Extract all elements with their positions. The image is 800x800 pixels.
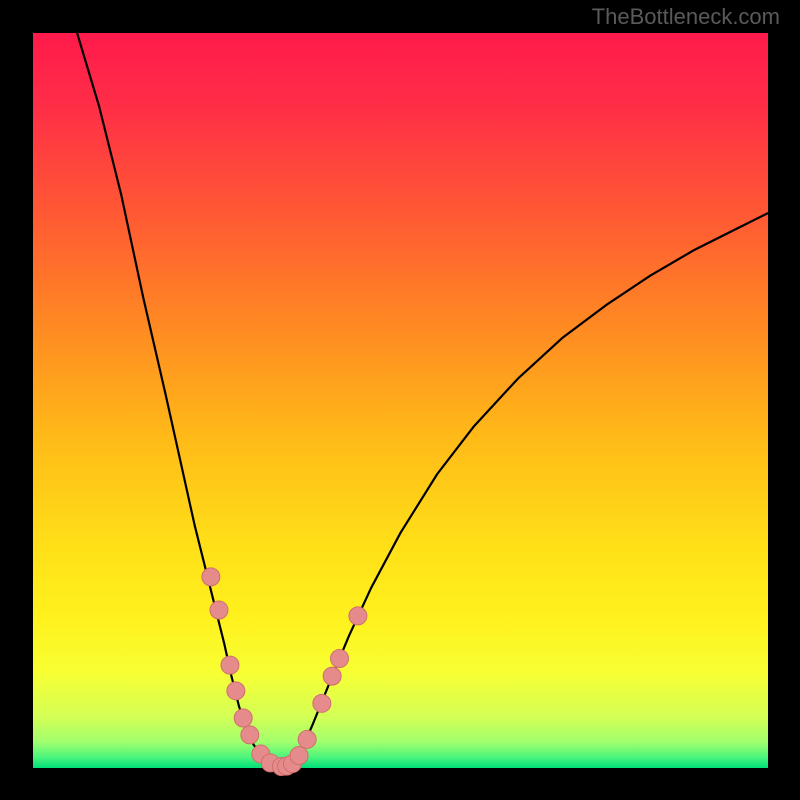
- marker-point: [323, 667, 341, 685]
- plot-svg: [0, 0, 800, 800]
- marker-point: [202, 568, 220, 586]
- marker-point: [349, 607, 367, 625]
- marker-point: [210, 601, 228, 619]
- marker-point: [234, 709, 252, 727]
- marker-point: [241, 726, 259, 744]
- marker-point: [313, 694, 331, 712]
- gradient-background: [33, 33, 768, 768]
- marker-point: [290, 747, 308, 765]
- marker-point: [221, 656, 239, 674]
- marker-point: [331, 649, 349, 667]
- marker-point: [298, 730, 316, 748]
- marker-point: [227, 682, 245, 700]
- watermark-text: TheBottleneck.com: [592, 4, 780, 30]
- chart-stage: TheBottleneck.com: [0, 0, 800, 800]
